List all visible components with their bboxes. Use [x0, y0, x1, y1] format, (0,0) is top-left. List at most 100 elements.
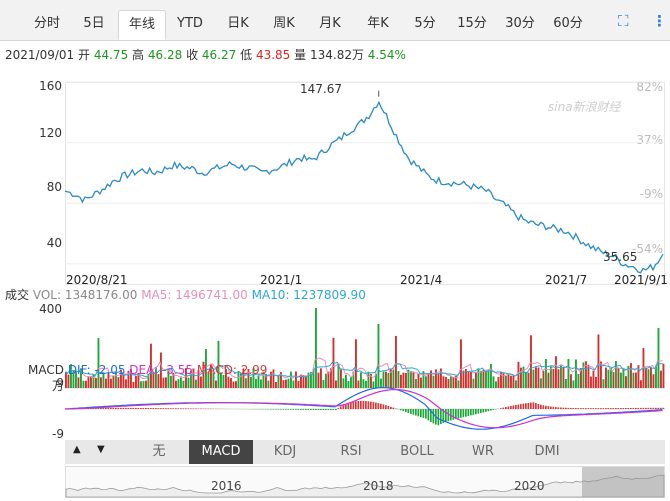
macd-bar [180, 408, 182, 409]
min-price-annotation: 35.65 [603, 250, 638, 264]
volume-bar [327, 371, 330, 388]
fullscreen-icon[interactable]: ⛶ [618, 12, 629, 30]
macd-bar [525, 403, 527, 409]
volume-bar [142, 381, 145, 388]
volume-bar [530, 335, 532, 388]
volume-bar [587, 364, 590, 388]
macd-bar [420, 409, 422, 418]
volume-bar [435, 369, 437, 388]
tab-ytd[interactable]: YTD [177, 16, 203, 31]
macd-bar [592, 408, 595, 409]
macd-bar [190, 408, 192, 409]
macd-bar [657, 407, 660, 409]
macd-bar [277, 409, 280, 410]
volume-bar [395, 336, 397, 388]
volume-bar [542, 371, 545, 388]
volume-bar [477, 368, 480, 388]
tab-15min[interactable]: 15分 [457, 16, 487, 31]
volume-bar [645, 368, 647, 388]
volume-bar [647, 369, 650, 388]
arrow-up-icon[interactable]: ▲ [73, 444, 81, 455]
macd-bar [165, 408, 167, 409]
volume-bar [562, 367, 565, 388]
macd-bar [352, 401, 355, 409]
macd-bar [427, 409, 430, 421]
macd-bar [430, 409, 432, 423]
volume-bar [95, 377, 97, 388]
macd-bar [500, 408, 502, 409]
macd-bar [515, 404, 517, 409]
macd-bar [632, 407, 635, 409]
volume-bar [262, 371, 265, 388]
tab-30min[interactable]: 30分 [505, 16, 535, 31]
macd-bar [317, 409, 320, 410]
macd-bar [575, 408, 577, 409]
macd-bar [627, 407, 630, 409]
volume-bar [80, 368, 82, 388]
indicator-tab-none[interactable]: 无 [152, 444, 166, 459]
volume-bar [277, 375, 280, 388]
navigator-range-handle[interactable] [582, 467, 664, 497]
volume-bar [550, 366, 552, 388]
macd-bar [172, 408, 175, 409]
volume-tick: 400 [39, 302, 62, 316]
volume-bar [70, 364, 72, 388]
indicator-tab-macd[interactable]: MACD [189, 440, 253, 464]
volume-bar [312, 368, 315, 388]
volume-bar [242, 368, 245, 388]
macd-bar [425, 409, 427, 419]
quote-info-bar: 2021/09/01 开 44.75 高 46.28 收 46.27 低 43.… [5, 46, 406, 63]
arrow-down-icon[interactable]: ▼ [97, 444, 105, 455]
macd-bar [337, 408, 340, 409]
volume-bar [342, 378, 345, 388]
volume-bar [270, 371, 272, 388]
volume-bar [390, 369, 392, 388]
macd-bar [325, 409, 327, 411]
range-navigator[interactable]: 2016 2018 2020 [65, 466, 665, 498]
tab-5min[interactable]: 5分 [414, 16, 436, 31]
pct-tick: 82% [636, 80, 663, 94]
macd-bar [532, 402, 535, 409]
macd-bar [607, 408, 610, 409]
macd-bar [645, 407, 647, 409]
navigator-sparkline [65, 474, 665, 498]
indicator-tab-wr[interactable]: WR [472, 444, 494, 459]
volume-bar [400, 374, 402, 388]
macd-bar [375, 402, 377, 409]
indicator-tab-boll[interactable]: BOLL [400, 444, 434, 459]
volume-bar [72, 371, 75, 388]
tab-monthly-k[interactable]: 月K [319, 16, 341, 31]
volume-bar [582, 362, 585, 388]
macd-bar [447, 409, 450, 422]
more-vertical-icon[interactable]: ⋮ [652, 12, 667, 30]
volume-bar [115, 372, 117, 388]
indicator-tab-kdj[interactable]: KDJ [273, 444, 297, 459]
volume-bar [372, 381, 375, 388]
volume-bar [600, 361, 602, 388]
volume-bar [335, 380, 337, 388]
volume-bar [375, 373, 377, 388]
tab-intraday[interactable]: 分时 [33, 16, 60, 31]
quote-date: 2021/09/01 [5, 48, 75, 62]
macd-bar [395, 408, 397, 409]
volume-bar [412, 371, 415, 388]
volume-bar [377, 324, 380, 388]
tab-year-line[interactable]: 年线 [118, 10, 166, 40]
volume-bar [290, 371, 292, 388]
price-tick: 120 [39, 126, 62, 140]
volume-bar [617, 368, 620, 388]
volume-bar [132, 381, 135, 388]
tab-weekly-k[interactable]: 周K [273, 16, 295, 31]
tab-yearly-k[interactable]: 年K [367, 16, 389, 31]
volume-bar [492, 376, 495, 388]
tab-60min[interactable]: 60分 [553, 16, 583, 31]
volume-bar [315, 308, 317, 388]
indicator-tab-dmi[interactable]: DMI [534, 444, 560, 459]
indicator-tab-rsi[interactable]: RSI [340, 444, 362, 459]
macd-bar [370, 401, 372, 409]
tab-daily-k[interactable]: 日K [227, 16, 249, 31]
volume-bar [110, 378, 112, 388]
tab-5day[interactable]: 5日 [83, 16, 105, 31]
navigator-year: 2016 [211, 479, 242, 493]
volume-bar [367, 371, 370, 388]
